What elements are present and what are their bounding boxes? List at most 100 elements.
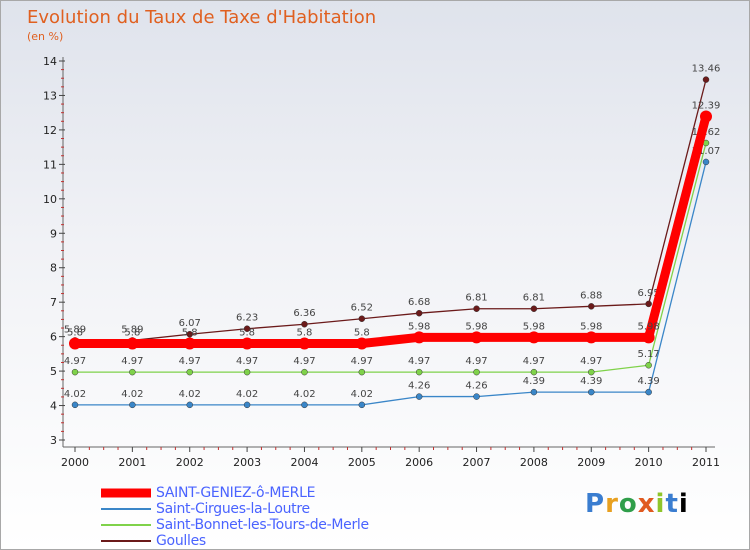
legend-label: Saint-Bonnet-les-Tours-de-Merle [156,517,369,533]
data-point-saint-bonnet-les-tours-de-merle [415,368,423,376]
data-point-saint-geniez-merle [585,331,598,344]
data-label-saint-geniez-merle: 5.8 [354,328,370,339]
y-tick-label: 6 [50,331,57,344]
logo-letter: o [618,489,638,519]
logo-letter: P [585,489,606,519]
logo-letter: i [678,489,689,519]
x-tick-label: 2002 [176,456,204,469]
data-point-saint-geniez-merle [298,337,311,350]
data-label-goulles: 6.23 [236,313,258,324]
data-label-goulles: 13.46 [692,64,721,75]
series-line-goulles [75,79,707,342]
logo-letter: x [637,489,656,519]
y-tick-label: 9 [50,227,57,240]
data-point-saint-bonnet-les-tours-de-merle [530,368,538,376]
data-point-saint-cirgues-la-loutre [301,401,308,409]
x-tick-label: 2007 [463,456,491,469]
y-tick-label: 14 [43,55,57,68]
data-point-goulles [186,330,193,338]
data-label-saint-geniez-merle: 5.98 [580,321,602,332]
data-label-saint-cirgues-la-loutre: 4.26 [465,381,487,392]
y-tick-label: 8 [50,262,57,275]
data-point-goulles [415,309,423,317]
data-point-saint-cirgues-la-loutre [243,401,251,409]
data-label-saint-geniez-merle: 5.98 [465,321,487,332]
data-point-goulles [358,315,366,322]
data-label-saint-geniez-merle: 5.98 [638,321,660,332]
data-label-saint-geniez-merle: 5.8 [297,328,313,339]
data-point-saint-geniez-merle [413,331,426,344]
data-point-saint-geniez-merle [642,331,655,344]
legend-swatch-saint-cirgues [101,508,151,510]
legend-label: Saint-Cirgues-la-Loutre [156,501,310,517]
x-tick-label: 2008 [520,456,548,469]
data-label-saint-bonnet-les-tours-de-merle: 4.97 [121,356,143,367]
data-label-goulles: 5.89 [64,324,86,335]
y-tick-label: 11 [43,158,57,171]
data-point-goulles [530,305,538,312]
data-label-saint-bonnet-les-tours-de-merle: 4.97 [293,356,315,367]
y-tick-label: 10 [43,193,57,206]
y-tick-label: 12 [43,124,57,137]
data-point-goulles [301,320,308,328]
data-point-saint-bonnet-les-tours-de-merle [358,368,366,376]
data-point-saint-geniez-merle [470,331,483,344]
data-point-saint-cirgues-la-loutre [530,388,538,396]
data-point-goulles [645,300,652,308]
y-tick-label: 7 [50,296,57,309]
legend-label: SAINT-GENIEZ-ô-MERLE [156,485,316,501]
x-tick-label: 2009 [577,456,605,469]
data-label-goulles: 6.36 [293,308,315,319]
data-label-saint-cirgues-la-loutre: 11.07 [692,146,721,157]
data-point-saint-bonnet-les-tours-de-merle [243,368,251,376]
data-point-saint-geniez-merle [700,110,712,123]
chart-title: Evolution du Taux de Taxe d'Habitation [27,7,377,28]
data-label-saint-geniez-merle: 5.98 [523,321,545,332]
data-label-saint-geniez-merle: 5.8 [239,328,255,339]
data-point-saint-cirgues-la-loutre [129,401,136,409]
unit-label: (en %) [27,30,64,43]
data-label-saint-cirgues-la-loutre: 4.39 [638,376,660,387]
data-label-saint-bonnet-les-tours-de-merle: 4.97 [465,356,487,367]
data-point-saint-bonnet-les-tours-de-merle [301,368,308,376]
data-label-saint-cirgues-la-loutre: 4.02 [64,389,86,400]
data-label-goulles: 6.68 [408,297,430,308]
data-label-goulles: 6.95 [638,288,660,299]
data-point-saint-geniez-merle [355,337,368,350]
data-label-saint-cirgues-la-loutre: 4.02 [121,389,143,400]
proxiti-logo: Proxiti [585,489,689,519]
data-point-goulles [243,325,251,332]
data-label-saint-cirgues-la-loutre: 4.39 [580,376,602,387]
data-label-goulles: 6.81 [465,293,487,304]
legend-swatch-saint-geniez [101,488,151,498]
x-tick-label: 2005 [348,456,376,469]
data-label-saint-geniez-merle: 5.8 [124,328,140,339]
data-point-saint-cirgues-la-loutre [645,388,652,396]
x-tick-label: 2001 [118,456,146,469]
x-tick-label: 2010 [635,456,663,469]
data-label-saint-bonnet-les-tours-de-merle: 4.97 [580,356,602,367]
data-point-saint-geniez-merle [241,337,254,350]
data-label-saint-geniez-merle: 5.98 [408,321,430,332]
data-point-saint-bonnet-les-tours-de-merle [645,361,652,369]
data-label-goulles: 6.88 [580,290,602,301]
data-label-saint-geniez-merle: 12.39 [692,100,721,111]
x-tick-label: 2000 [61,456,89,469]
logo-letter: t [665,489,679,519]
data-label-goulles: 6.07 [179,318,201,329]
data-label-saint-cirgues-la-loutre: 4.02 [179,389,201,400]
data-point-saint-bonnet-les-tours-de-merle [71,368,79,376]
logo-letter: i [655,489,666,519]
logo-letter: r [605,489,619,519]
data-label-goulles: 6.52 [351,303,373,314]
data-point-saint-cirgues-la-loutre [702,158,710,166]
data-point-saint-cirgues-la-loutre [415,393,423,400]
data-label-saint-bonnet-les-tours-de-merle: 4.97 [351,356,373,367]
data-point-saint-cirgues-la-loutre [71,401,79,409]
data-point-saint-cirgues-la-loutre [186,401,193,409]
data-point-saint-cirgues-la-loutre [473,393,480,400]
data-label-saint-bonnet-les-tours-de-merle: 4.97 [179,356,201,367]
data-point-saint-bonnet-les-tours-de-merle [588,368,595,376]
